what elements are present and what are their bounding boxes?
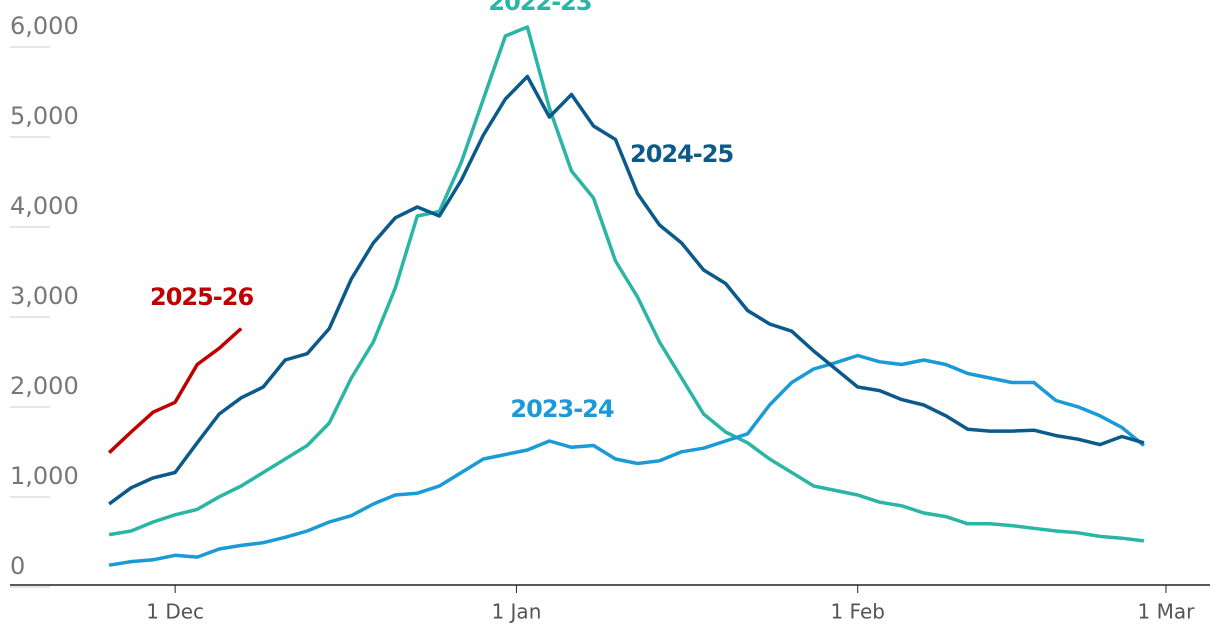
series-label: 2023-24 (510, 395, 613, 423)
series-line (108, 25, 1145, 543)
y-tick-label: 1,000 (10, 462, 79, 490)
y-tick-label: 3,000 (10, 282, 79, 310)
y-tick-label: 0 (10, 552, 25, 580)
series-label: 2024-25 (630, 140, 733, 168)
series-line (108, 74, 1145, 506)
series-line (107, 327, 243, 454)
series-label: 2025-26 (150, 283, 253, 311)
x-tick-label: 1 Mar (1138, 600, 1196, 624)
x-tick-label: 1 Feb (830, 600, 885, 624)
y-tick-label: 5,000 (10, 102, 79, 130)
y-tick-label: 4,000 (10, 192, 79, 220)
x-tick-label: 1 Jan (491, 600, 541, 624)
series-line (108, 353, 1146, 567)
series-label: 2022-23 (488, 0, 591, 16)
y-tick-label: 2,000 (10, 372, 79, 400)
x-tick-label: 1 Dec (146, 600, 204, 624)
y-tick-label: 6,000 (10, 12, 79, 40)
